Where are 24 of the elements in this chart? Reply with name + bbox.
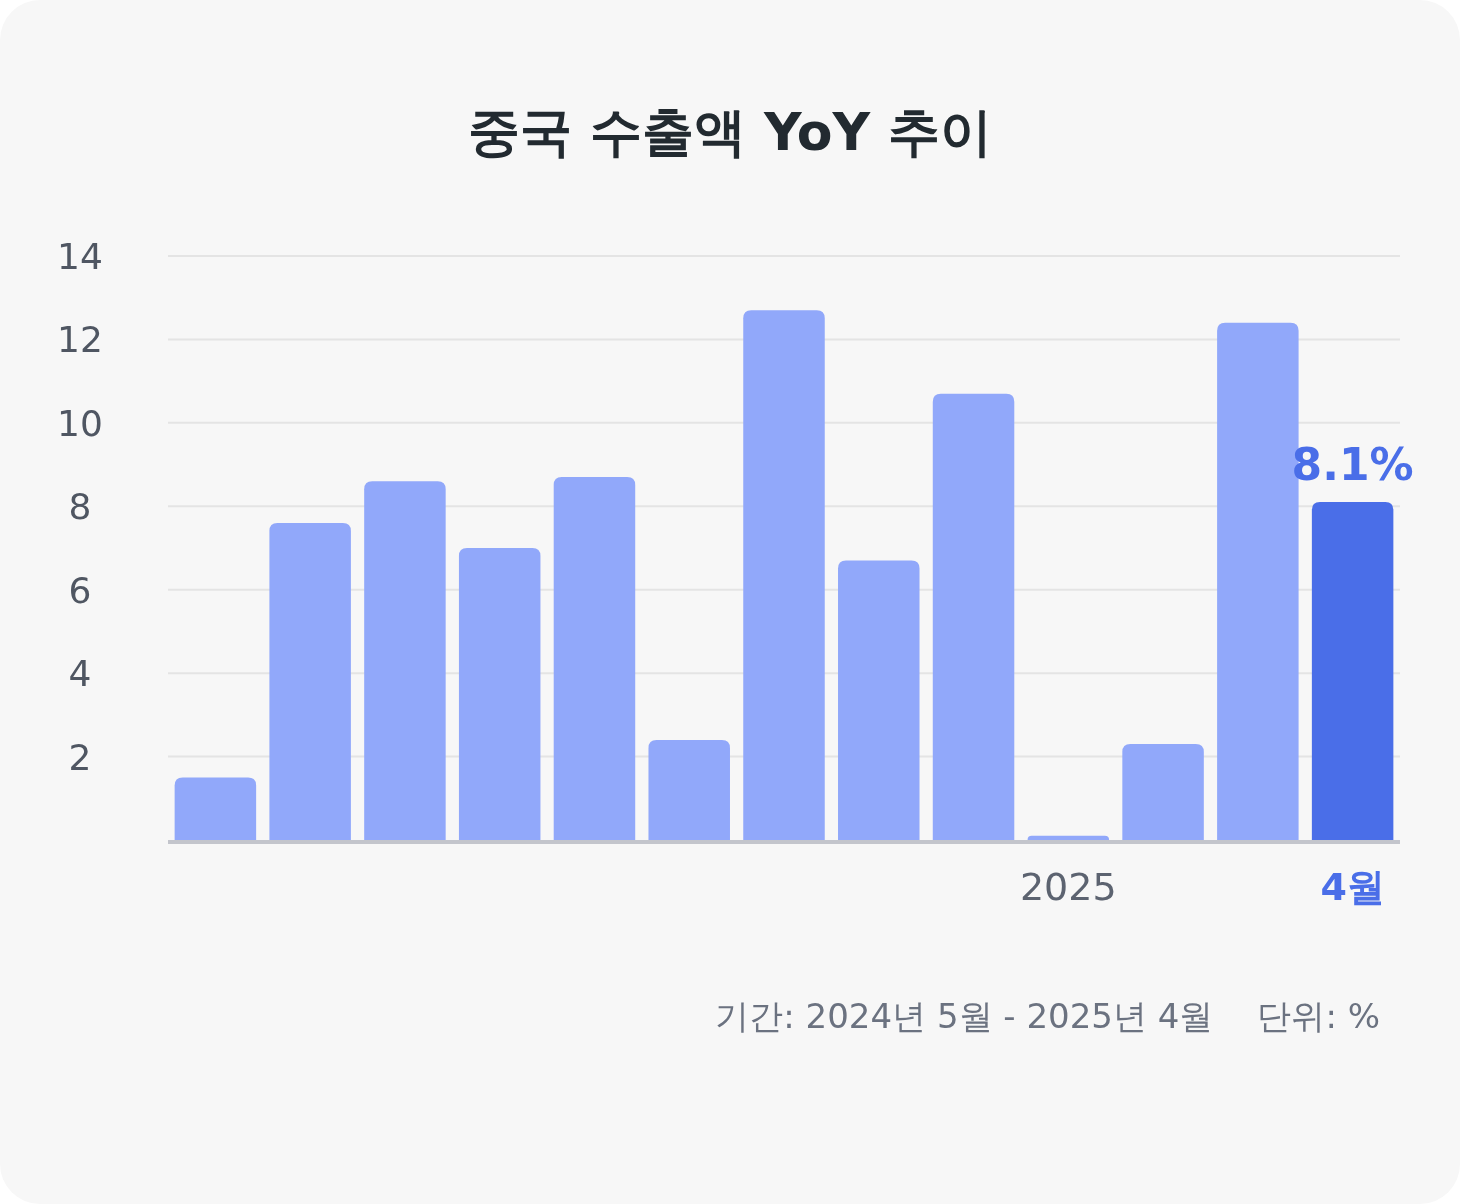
bar — [1027, 835, 1110, 840]
y-tick-label: 12 — [57, 319, 103, 361]
bar — [743, 310, 825, 840]
bar — [1311, 502, 1394, 840]
bar — [648, 739, 730, 840]
text: 단위: % — [1257, 996, 1380, 1036]
x-tick-label: 2025 — [1019, 865, 1117, 909]
bar — [838, 560, 920, 840]
bar — [269, 522, 351, 840]
bar — [1122, 744, 1204, 840]
y-tick-label: 14 — [57, 236, 103, 277]
bar — [458, 548, 541, 840]
bar — [364, 481, 446, 840]
y-tick-label: 10 — [57, 402, 103, 444]
y-tick-label: 8 — [68, 486, 92, 528]
y-tick-label: 6 — [68, 569, 92, 611]
bar — [553, 477, 636, 840]
y-tick-label: 4 — [68, 653, 92, 695]
bar — [174, 777, 257, 840]
x-tick-label: 4월 — [1320, 865, 1385, 909]
y-tick-label: 2 — [68, 736, 92, 778]
bar — [932, 393, 1015, 840]
text: 기간: 2024년 5월 - 2025년 4월 — [715, 996, 1214, 1036]
chart-title: 중국 수출액 YoY 추이 — [467, 102, 993, 162]
